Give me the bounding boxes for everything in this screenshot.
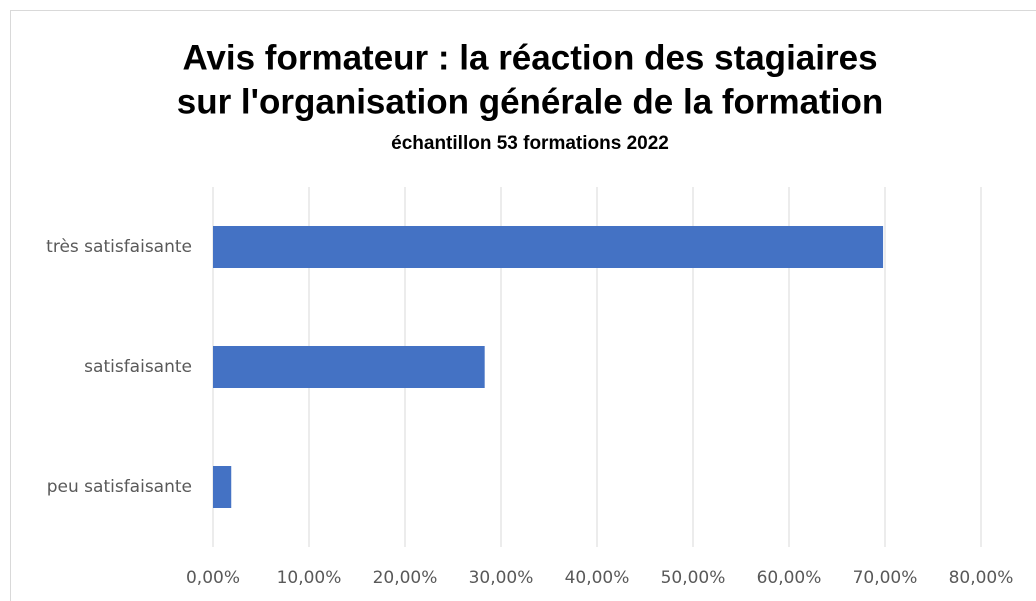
x-tick-label: 10,00% <box>277 568 342 588</box>
bar <box>213 346 485 388</box>
x-tick-label: 80,00% <box>949 568 1014 588</box>
x-tick-label: 40,00% <box>565 568 630 588</box>
bar <box>213 226 884 268</box>
x-tick-label: 20,00% <box>373 568 438 588</box>
x-tick-label: 70,00% <box>853 568 918 588</box>
chart-frame <box>10 10 1036 601</box>
bar <box>213 466 232 508</box>
x-tick-label: 0,00% <box>186 568 240 588</box>
y-tick-label: peu satisfaisante <box>47 477 192 497</box>
y-tick-label: satisfaisante <box>84 357 192 377</box>
chart-title: Avis formateur : la réaction des stagiai… <box>182 38 877 77</box>
chart-title: sur l'organisation générale de la format… <box>177 82 884 121</box>
chart-subtitle: échantillon 53 formations 2022 <box>391 133 669 154</box>
x-tick-label: 60,00% <box>757 568 822 588</box>
y-tick-label: très satisfaisante <box>46 237 192 257</box>
x-tick-label: 50,00% <box>661 568 726 588</box>
x-tick-label: 30,00% <box>469 568 534 588</box>
